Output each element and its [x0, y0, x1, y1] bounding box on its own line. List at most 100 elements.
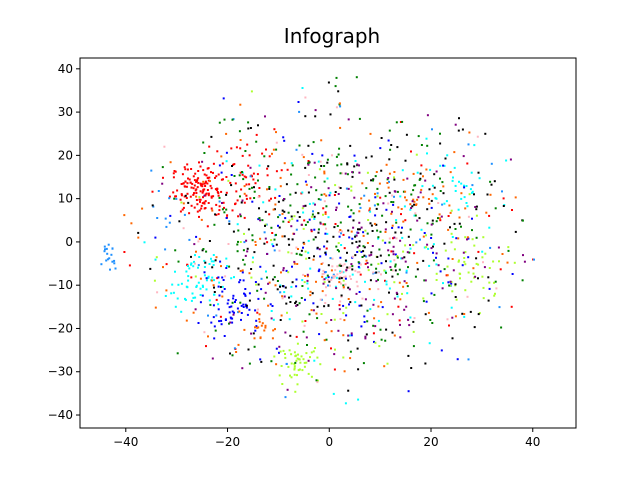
data-point [458, 259, 460, 262]
data-point [188, 212, 191, 215]
data-point [186, 263, 189, 266]
data-point [205, 277, 208, 280]
data-point [405, 199, 408, 202]
data-point [217, 192, 220, 195]
data-point [174, 195, 177, 198]
data-point [306, 279, 309, 282]
data-point [393, 236, 396, 239]
data-point [198, 215, 200, 218]
data-point [379, 254, 382, 257]
data-point [312, 238, 315, 241]
data-point [260, 360, 263, 363]
data-point [279, 319, 282, 321]
data-point [330, 276, 333, 279]
data-point [331, 297, 334, 300]
data-point [392, 245, 395, 248]
data-point [336, 273, 339, 276]
data-point [358, 117, 361, 120]
data-point [201, 191, 204, 194]
data-point [260, 288, 263, 291]
data-point [402, 178, 405, 181]
data-point [307, 144, 310, 147]
data-point [361, 297, 364, 300]
data-point [197, 281, 200, 284]
data-point [336, 164, 339, 167]
data-point [432, 245, 434, 248]
data-point [406, 251, 409, 254]
data-point [388, 291, 390, 294]
data-point [472, 272, 475, 275]
data-point [286, 388, 289, 391]
data-point [276, 288, 279, 291]
data-point [430, 233, 433, 236]
data-point [344, 277, 347, 280]
data-point [203, 152, 206, 154]
data-point [165, 225, 168, 228]
data-point [394, 265, 397, 268]
data-point [212, 162, 215, 165]
data-point [268, 187, 271, 190]
data-point [214, 176, 216, 179]
data-point [254, 281, 257, 283]
data-point [447, 281, 450, 284]
data-point [494, 280, 497, 283]
data-point [509, 158, 512, 161]
data-point [453, 151, 456, 154]
data-point [154, 306, 157, 309]
data-point [393, 176, 395, 179]
data-point [301, 279, 304, 282]
data-point [332, 276, 335, 279]
data-point [108, 257, 111, 260]
data-point [324, 211, 327, 214]
data-point [342, 304, 345, 307]
data-point [392, 237, 394, 240]
data-point [254, 309, 257, 312]
data-point [429, 319, 432, 321]
data-point [363, 254, 366, 257]
data-point [205, 279, 208, 282]
data-point [164, 217, 167, 220]
data-point [226, 214, 229, 217]
data-point [387, 186, 390, 189]
data-point [242, 249, 245, 252]
data-point [234, 301, 236, 303]
data-point [381, 214, 384, 217]
data-point [192, 187, 195, 190]
data-point [447, 228, 450, 231]
data-point [305, 257, 308, 260]
data-point [367, 269, 370, 272]
data-point [242, 279, 245, 282]
data-point [272, 264, 275, 267]
data-point [221, 295, 224, 298]
data-point [486, 193, 489, 196]
data-point [357, 398, 360, 401]
data-point [312, 210, 314, 213]
data-point [325, 247, 328, 250]
data-point [226, 302, 229, 305]
data-point [377, 305, 380, 308]
data-point [489, 180, 492, 183]
data-point [460, 225, 462, 228]
data-point [346, 266, 349, 269]
data-point [217, 308, 220, 311]
data-point [390, 268, 393, 271]
data-point [333, 353, 336, 356]
data-point [430, 199, 433, 202]
data-point [327, 304, 330, 307]
data-point [410, 150, 412, 153]
data-point [271, 243, 274, 246]
data-point [457, 129, 460, 132]
data-point [468, 131, 471, 134]
data-point [186, 168, 189, 171]
data-point [327, 264, 330, 267]
data-point [257, 196, 260, 199]
data-point [375, 207, 378, 210]
data-point [445, 200, 448, 203]
data-point [225, 193, 228, 196]
data-point [300, 249, 303, 252]
data-point [290, 225, 293, 228]
data-point [365, 333, 368, 336]
data-point [293, 363, 296, 366]
data-point [236, 250, 239, 253]
data-point [209, 180, 211, 183]
